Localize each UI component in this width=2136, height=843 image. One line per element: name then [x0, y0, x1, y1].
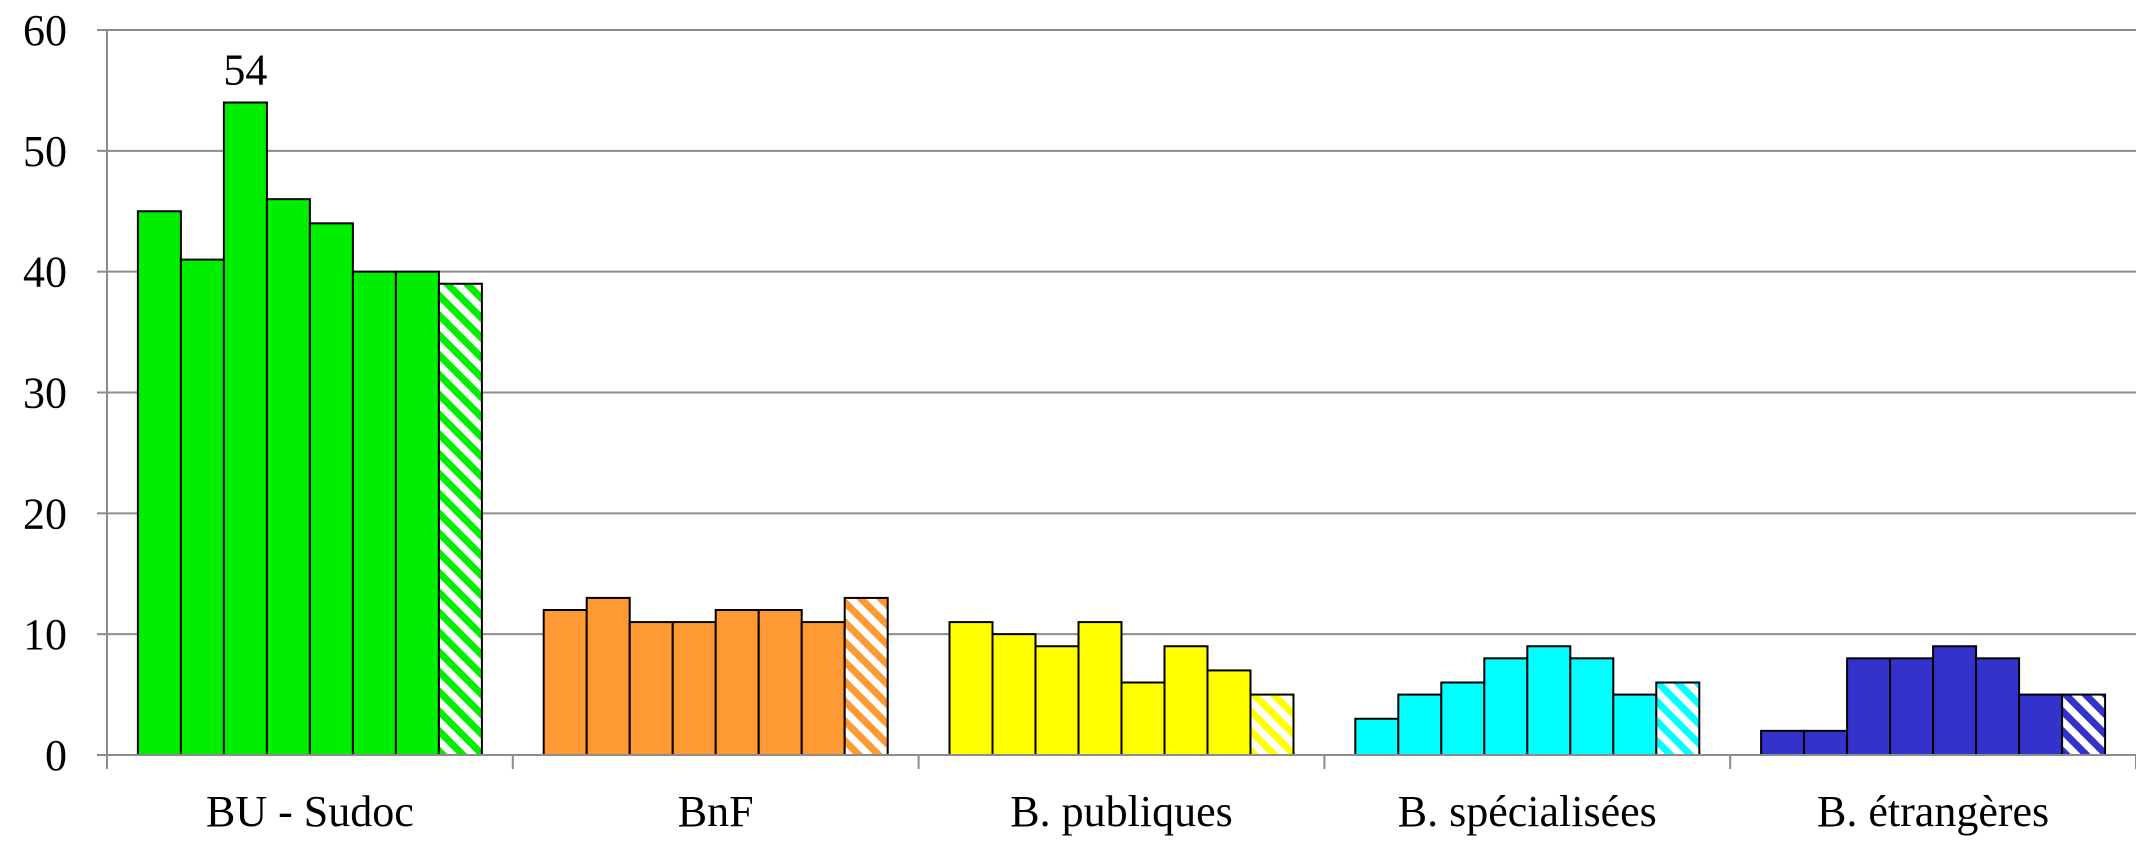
- y-tick-label: 50: [23, 127, 67, 176]
- bar: [394, 270, 440, 756]
- bar: [265, 198, 311, 756]
- labels: 0 10 20 30 40 50 60 BU - Sudoc BnF B. publiques B.…: [23, 6, 2049, 836]
- bar: [2018, 693, 2064, 756]
- bar: [757, 609, 803, 756]
- data-label: 54: [223, 46, 267, 95]
- x-category-label: BnF: [678, 787, 754, 836]
- bar: [136, 210, 182, 756]
- bar: [1846, 657, 1892, 756]
- bar: [628, 621, 674, 756]
- bar: [222, 101, 268, 756]
- bar-hatched: [1249, 693, 1295, 756]
- bar: [1932, 645, 1978, 756]
- bar: [800, 621, 846, 756]
- bar: [1397, 693, 1443, 756]
- x-category-label: B. publiques: [1010, 787, 1232, 836]
- bar: [1120, 681, 1166, 756]
- y-tick-label: 0: [45, 731, 67, 780]
- bar: [1077, 621, 1123, 756]
- bar: [1163, 645, 1209, 756]
- bar: [991, 633, 1037, 757]
- bar: [1206, 669, 1252, 757]
- y-tick-label: 20: [23, 489, 67, 538]
- bar-hatched: [1655, 681, 1701, 756]
- bar: [1440, 681, 1486, 756]
- y-tick-label: 60: [23, 6, 67, 55]
- bar: [1034, 645, 1080, 756]
- bar: [1483, 657, 1529, 756]
- bar: [542, 609, 588, 756]
- bar: [179, 258, 225, 756]
- x-category-label: B. étrangères: [1817, 787, 2049, 836]
- bars: [136, 101, 2107, 757]
- bar: [714, 609, 760, 756]
- bar: [308, 222, 354, 757]
- bar: [1569, 657, 1615, 756]
- y-tick-label: 30: [23, 369, 67, 418]
- x-category-label: B. spécialisées: [1398, 787, 1657, 836]
- bar: [351, 270, 397, 756]
- bar: [1612, 693, 1658, 756]
- bar: [948, 621, 994, 756]
- bar-hatched: [437, 282, 483, 756]
- bar: [671, 621, 717, 756]
- bar: [1526, 645, 1572, 756]
- x-category-label: BU - Sudoc: [206, 787, 414, 836]
- axes: [97, 29, 2136, 769]
- bar: [1354, 717, 1400, 756]
- bar-hatched: [843, 596, 889, 757]
- bar: [1760, 729, 1806, 756]
- bar: [1803, 729, 1849, 756]
- bar: [1975, 657, 2021, 756]
- bar: [585, 596, 631, 757]
- y-tick-label: 40: [23, 248, 67, 297]
- y-tick-label: 10: [23, 610, 67, 659]
- bar-hatched: [2061, 693, 2107, 756]
- bar: [1889, 657, 1935, 756]
